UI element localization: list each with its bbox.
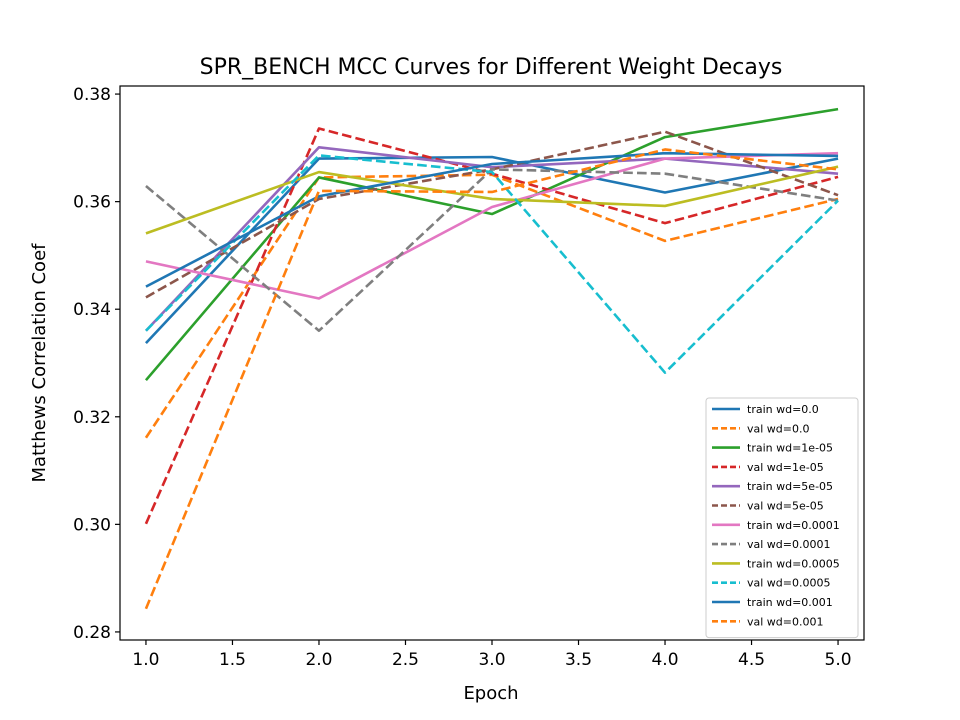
plot-area [119,85,865,641]
legend-entry: train wd=1e-05 [747,442,833,455]
series-line-val-wd-0-001 [144,148,839,610]
x-tick-label: 2.0 [305,650,332,670]
legend-entry: val wd=0.0001 [747,538,831,551]
legend-entry: train wd=0.001 [747,596,833,609]
y-tick-label: 0.28 [73,623,111,643]
series-line-val-wd-0-0005 [145,154,839,374]
x-tick-label: 5.0 [825,650,852,670]
x-tick-label: 4.5 [738,650,765,670]
legend-box [705,397,859,639]
legend-entry: val wd=0.0 [747,422,810,435]
legend-entry: train wd=0.0 [747,403,819,416]
x-tick-label: 3.5 [565,650,592,670]
series-lines [144,107,839,610]
legend: train wd=0.0 val wd=0.0 train wd=1e-05 val … [705,397,859,639]
legend-entry: val wd=5e-05 [747,500,824,513]
series-line-train-wd-0-001 [145,151,839,288]
x-axis-label: Epoch [463,683,518,704]
y-tick-label: 0.30 [73,515,111,535]
series-line-train-wd-0-0005 [145,165,839,235]
x-tick-label: 1.5 [219,650,246,670]
legend-entry: train wd=0.0005 [747,557,840,570]
series-line-train-wd-0-0 [145,155,839,344]
series-line-train-wd-5e-05 [145,146,839,332]
x-tick-label: 2.5 [392,650,419,670]
y-axis: 0.28 0.30 0.32 0.34 0.36 0.38 [73,85,120,643]
series-line-val-wd-0-0001 [145,168,839,333]
x-tick-label: 1.0 [132,650,159,670]
y-tick-label: 0.34 [73,300,111,320]
legend-entry: val wd=0.0005 [747,577,831,590]
x-tick-label: 4.0 [651,650,678,670]
y-tick-label: 0.32 [73,408,111,428]
chart-title: SPR_BENCH MCC Curves for Different Weigh… [200,55,783,80]
legend-entry: train wd=5e-05 [747,480,833,493]
legend-entry: val wd=0.001 [747,615,824,628]
x-tick-label: 3.0 [478,650,505,670]
y-axis-label: Matthews Correlation Coef [29,243,50,483]
y-tick-label: 0.36 [73,193,111,213]
legend-entry: train wd=0.0001 [747,519,840,532]
legend-entry: val wd=1e-05 [747,461,824,474]
series-line-train-wd-1e-05 [144,107,839,382]
y-tick-label: 0.38 [73,85,111,105]
x-axis: 1.0 1.5 2.0 2.5 3.0 3.5 4.0 4.5 5.0 [132,640,852,670]
